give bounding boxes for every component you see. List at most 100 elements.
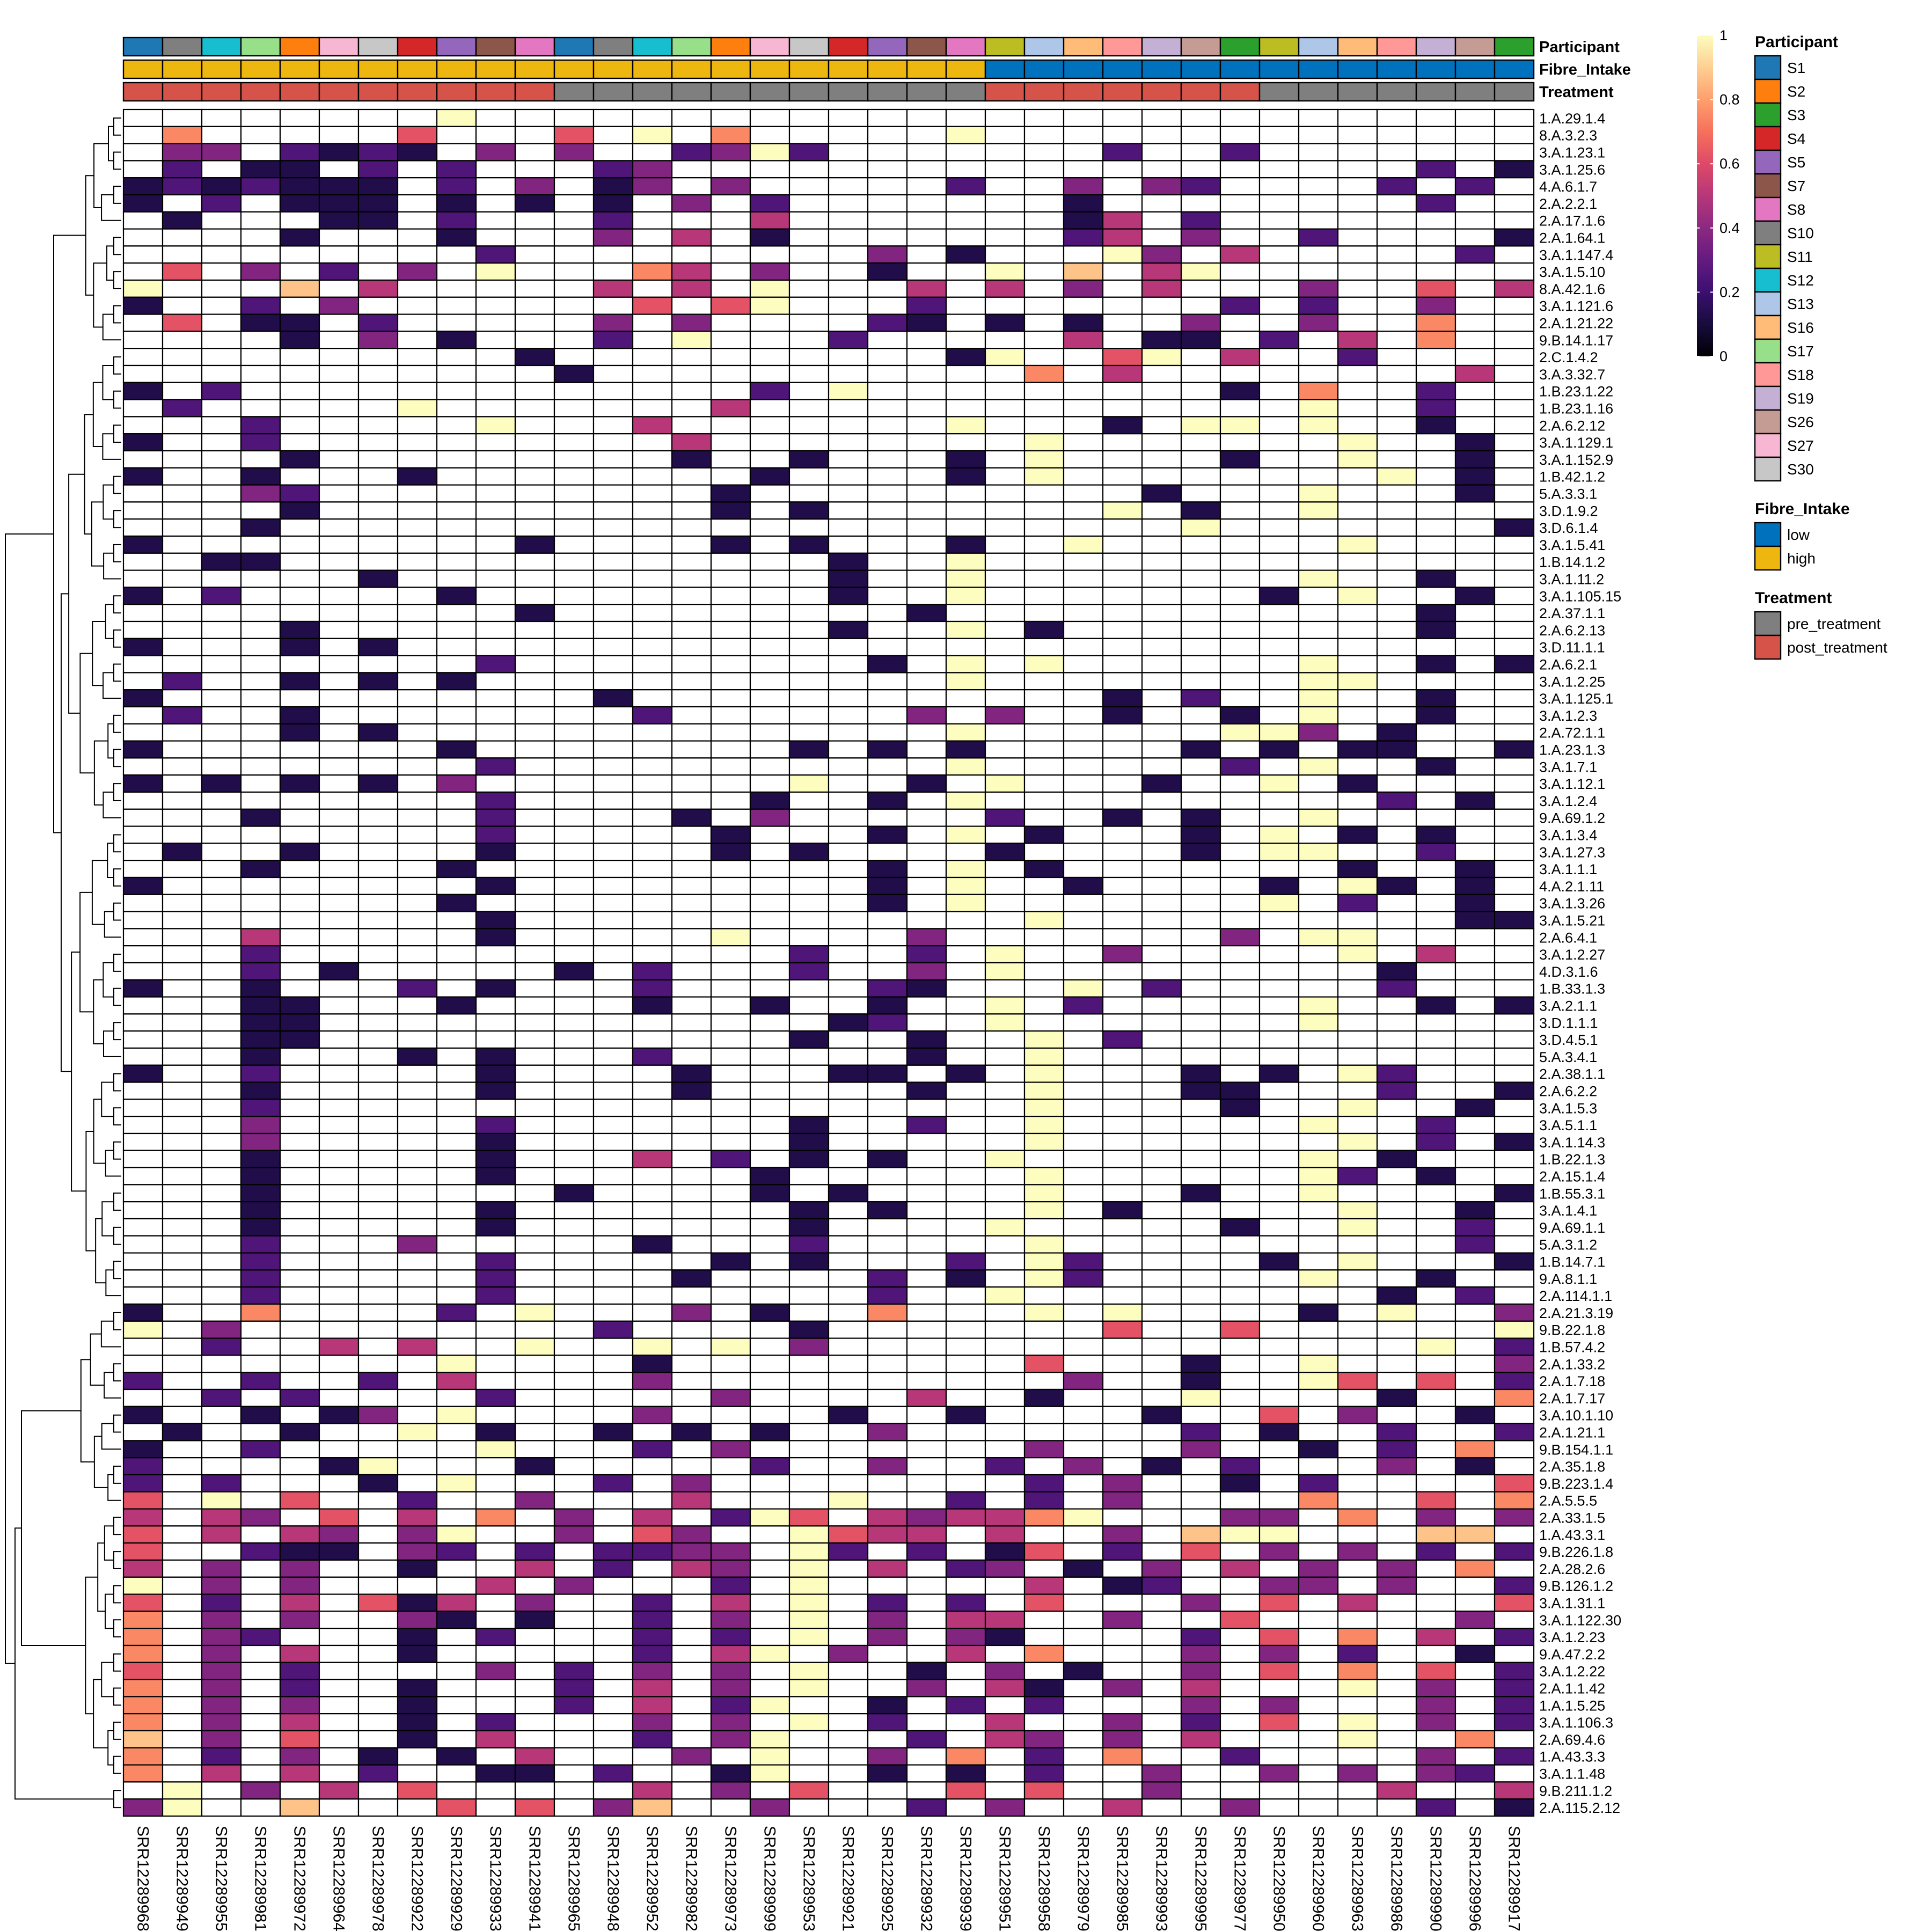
heatmap-cell — [553, 1696, 595, 1715]
heatmap-cell — [514, 1679, 555, 1697]
heatmap-cell — [1337, 808, 1378, 827]
heatmap-cell — [1494, 1201, 1535, 1220]
heatmap-cell — [1376, 1320, 1417, 1339]
heatmap-cell — [240, 723, 281, 742]
annotation-treatment-cell — [436, 82, 477, 102]
heatmap-cell — [357, 382, 399, 400]
heatmap-cell — [984, 825, 1026, 844]
heatmap-cell — [279, 194, 320, 213]
heatmap-cell — [1258, 1423, 1300, 1441]
heatmap-cell — [553, 1252, 595, 1271]
heatmap-cell — [867, 945, 908, 964]
heatmap-cell — [710, 331, 751, 349]
heatmap-cell — [357, 843, 399, 861]
heatmap-cell — [357, 1167, 399, 1185]
heatmap-cell — [201, 1320, 242, 1339]
heatmap-cell — [240, 1764, 281, 1783]
heatmap-cell — [1298, 228, 1339, 247]
row-label: 3.D.1.1.1 — [1539, 1015, 1598, 1031]
heatmap-cell — [1494, 364, 1535, 383]
heatmap-cell — [984, 1355, 1026, 1373]
dendrogram-branch — [113, 902, 121, 921]
heatmap-cell — [1376, 1081, 1417, 1100]
heatmap-cell — [1023, 126, 1065, 144]
heatmap-cell — [1258, 160, 1300, 179]
heatmap-cell — [240, 1372, 281, 1391]
heatmap-cell — [240, 279, 281, 298]
heatmap-cell — [1258, 706, 1300, 724]
heatmap-cell — [1102, 1628, 1143, 1646]
heatmap-cell — [1494, 723, 1535, 742]
heatmap-cell — [475, 364, 516, 383]
heatmap-cell — [1102, 1303, 1143, 1322]
dendrogram-branch — [93, 1099, 106, 1164]
heatmap-cell — [945, 279, 986, 298]
heatmap-cell — [201, 860, 242, 879]
heatmap-cell — [279, 1679, 320, 1697]
heatmap-cell — [1102, 364, 1143, 383]
dendrogram-branch — [113, 954, 121, 972]
heatmap-cell — [1219, 1713, 1261, 1732]
heatmap-cell — [1298, 1662, 1339, 1680]
heatmap-cell — [592, 672, 634, 691]
heatmap-cell — [1258, 1372, 1300, 1391]
heatmap-cell — [514, 1013, 555, 1032]
heatmap-cell — [162, 126, 203, 144]
column-label: SRR12289955 — [213, 1826, 230, 1931]
heatmap-cell — [749, 1286, 791, 1305]
heatmap-cell — [1454, 1388, 1496, 1407]
heatmap-cell — [1415, 160, 1457, 179]
heatmap-cell — [710, 1030, 751, 1049]
heatmap-cell — [788, 1320, 830, 1339]
heatmap-cell — [710, 1132, 751, 1151]
heatmap-cell — [867, 1269, 908, 1288]
heatmap-cell — [788, 1644, 830, 1663]
heatmap-cell — [1219, 1030, 1261, 1049]
heatmap-cell — [1337, 1696, 1378, 1715]
annotation-fibre-cell — [553, 59, 595, 79]
heatmap-cell — [828, 911, 869, 930]
heatmap-cell — [1180, 1628, 1221, 1646]
heatmap-cell — [1141, 331, 1182, 349]
heatmap-cell — [867, 1542, 908, 1561]
heatmap-cell — [475, 843, 516, 861]
heatmap-cell — [671, 1388, 712, 1407]
heatmap-cell — [1415, 1355, 1457, 1373]
heatmap-cell — [318, 1798, 360, 1817]
heatmap-cell — [1337, 1440, 1378, 1459]
heatmap-cell — [906, 689, 947, 708]
heatmap-cell — [1454, 876, 1496, 895]
dendrogram-branch — [93, 1436, 108, 1488]
heatmap-cell — [1180, 894, 1221, 912]
heatmap-cell — [279, 1491, 320, 1510]
heatmap-cell — [553, 1730, 595, 1748]
heatmap-cell — [592, 604, 634, 623]
heatmap-cell — [1298, 1730, 1339, 1748]
dendrogram-branch — [113, 1141, 121, 1160]
heatmap-cell — [710, 1116, 751, 1135]
heatmap-cell — [475, 535, 516, 554]
heatmap-cell — [632, 364, 673, 383]
heatmap-cell — [162, 672, 203, 691]
heatmap-cell — [749, 1201, 791, 1220]
heatmap-cell — [1494, 1269, 1535, 1288]
heatmap-cell — [1415, 143, 1457, 162]
dendrogram-branch — [14, 1527, 114, 1800]
heatmap-cell — [240, 211, 281, 230]
heatmap-cell — [201, 740, 242, 759]
heatmap-cell — [357, 1355, 399, 1373]
heatmap-cell — [436, 1559, 477, 1578]
heatmap-cell — [436, 194, 477, 213]
heatmap-cell — [632, 331, 673, 349]
heatmap-cell — [632, 587, 673, 605]
heatmap-cell — [397, 655, 438, 674]
heatmap-cell — [122, 979, 164, 998]
heatmap-cell — [749, 450, 791, 469]
heatmap-cell — [436, 1150, 477, 1168]
heatmap-cell — [1415, 928, 1457, 947]
heatmap-cell — [1298, 1337, 1339, 1356]
heatmap-cell — [749, 1320, 791, 1339]
heatmap-cell — [828, 655, 869, 674]
heatmap-cell — [1141, 569, 1182, 588]
heatmap-cell — [240, 1081, 281, 1100]
